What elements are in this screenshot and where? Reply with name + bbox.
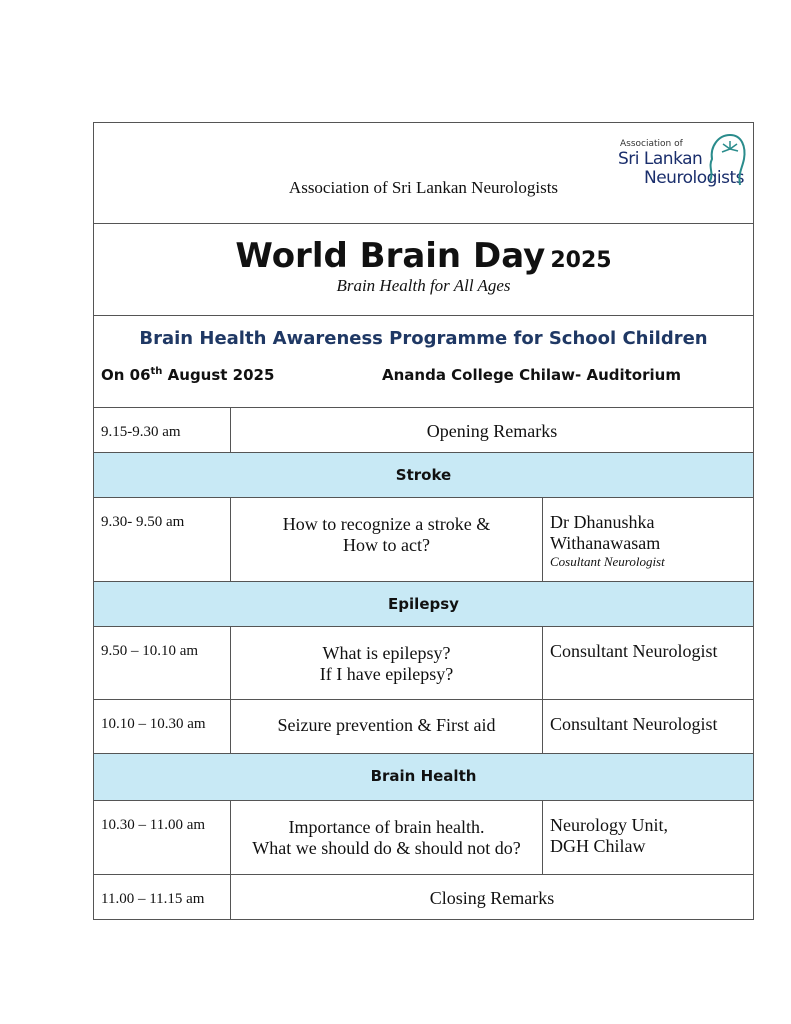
speaker-cell: Dr Dhanushka Withanawasam Cosultant Neurol… [542,497,754,582]
event-subtitle: Brain Health for All Ages [336,276,511,295]
time-cell: 9.50 – 10.10 am [93,626,231,700]
topic-cell: Opening Remarks [230,407,754,453]
topic-cell: Closing Remarks [230,874,754,920]
time-cell: 10.10 – 10.30 am [93,699,231,754]
time-cell: 9.30- 9.50 am [93,497,231,582]
header-cell: Association of Sri Lankan Neurologists A… [93,122,754,224]
programme-venue: Ananda College Chilaw- Auditorium [382,366,681,384]
org-name: Association of Sri Lankan Neurologists [288,178,559,197]
topic-cell: How to recognize a stroke & How to act? [230,497,543,582]
speaker-cell: Consultant Neurologist [542,626,754,700]
brain-head-icon [709,133,746,186]
speaker-cell: Consultant Neurologist [542,699,754,754]
section-header: Epilepsy [93,581,754,627]
section-header: Brain Health [93,753,754,801]
time-cell: 10.30 – 11.00 am [93,800,231,875]
event-year: 2025 [550,248,612,273]
programme-date: On 06th August 2025 [101,366,275,384]
section-header: Stroke [93,452,754,498]
topic-cell: What is epilepsy? If I have epilepsy? [230,626,543,700]
topic-cell: Seizure prevention & First aid [230,699,543,754]
event-title: World Brain Day [235,236,546,276]
logo: Association of Sri Lankan Neurologists [616,129,748,193]
title-cell: World Brain Day 2025 Brain Health for Al… [93,223,754,316]
time-cell: 9.15-9.30 am [93,407,231,453]
time-cell: 11.00 – 11.15 am [93,874,231,920]
topic-cell: Importance of brain health. What we shoul… [230,800,543,875]
programme-title: Brain Health Awareness Programme for Sch… [139,328,708,349]
programme-cell: Brain Health Awareness Programme for Sch… [93,315,754,408]
speaker-cell: Neurology Unit, DGH Chilaw [542,800,754,875]
